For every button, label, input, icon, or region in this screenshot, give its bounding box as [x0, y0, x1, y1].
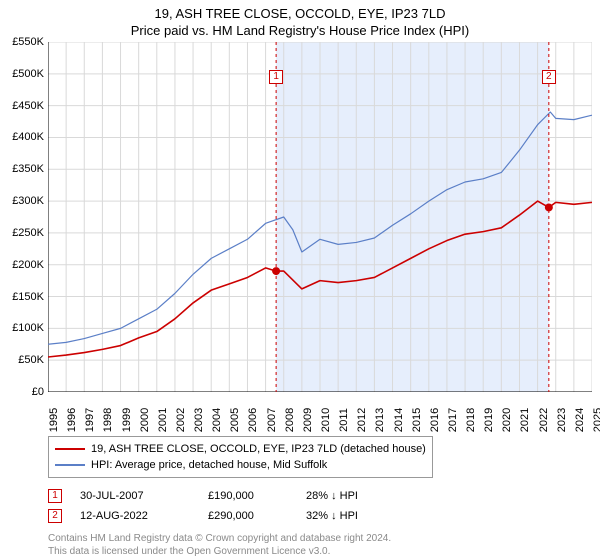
- footer: Contains HM Land Registry data © Crown c…: [48, 532, 592, 558]
- event-price: £190,000: [208, 486, 288, 506]
- event-price: £290,000: [208, 506, 288, 526]
- x-axis-label: 2018: [465, 408, 477, 432]
- event-delta: 32% ↓ HPI: [306, 506, 426, 526]
- event-delta: 28% ↓ HPI: [306, 486, 426, 506]
- x-axis-label: 2020: [501, 408, 513, 432]
- footer-line: This data is licensed under the Open Gov…: [48, 545, 592, 558]
- legend-swatch: [55, 464, 85, 466]
- x-axis-label: 2011: [338, 408, 350, 432]
- y-axis-label: £450K: [12, 100, 44, 112]
- y-axis-label: £50K: [18, 354, 44, 366]
- x-axis-label: 2022: [538, 408, 550, 432]
- x-axis-label: 2000: [139, 408, 151, 432]
- event-row: 1 30-JUL-2007 £190,000 28% ↓ HPI: [48, 486, 592, 506]
- x-axis-label: 1996: [66, 408, 78, 432]
- x-axis-label: 1997: [84, 408, 96, 432]
- x-axis-label: 2012: [356, 408, 368, 432]
- y-axis-label: £400K: [12, 131, 44, 143]
- x-axis-label: 1999: [121, 408, 133, 432]
- x-axis-label: 2002: [175, 408, 187, 432]
- x-axis-label: 2014: [393, 408, 405, 432]
- x-axis-label: 2007: [266, 408, 278, 432]
- x-axis-label: 2004: [211, 408, 223, 432]
- x-axis-label: 2021: [519, 408, 531, 432]
- x-axis-label: 2019: [483, 408, 495, 432]
- x-axis-label: 2005: [229, 408, 241, 432]
- x-axis-label: 2016: [429, 408, 441, 432]
- event-marker-box: 1: [269, 70, 283, 84]
- x-axis-label: 2015: [411, 408, 423, 432]
- event-marker-box: 2: [542, 70, 556, 84]
- y-axis-label: £150K: [12, 291, 44, 303]
- legend: 19, ASH TREE CLOSE, OCCOLD, EYE, IP23 7L…: [48, 436, 433, 478]
- x-axis-label: 2010: [320, 408, 332, 432]
- legend-item: HPI: Average price, detached house, Mid …: [55, 457, 426, 473]
- y-axis-label: £200K: [12, 259, 44, 271]
- y-axis-label: £550K: [12, 36, 44, 48]
- x-axis-label: 2017: [447, 408, 459, 432]
- event-date: 30-JUL-2007: [80, 486, 190, 506]
- page-subtitle: Price paid vs. HM Land Registry's House …: [0, 21, 600, 42]
- x-axis-label: 2009: [302, 408, 314, 432]
- legend-label: HPI: Average price, detached house, Mid …: [91, 457, 327, 473]
- x-axis-label: 2013: [374, 408, 386, 432]
- chart-area: 12£0£50K£100K£150K£200K£250K£300K£350K£4…: [48, 42, 592, 392]
- event-marker-icon: 1: [48, 489, 62, 503]
- y-axis-label: £500K: [12, 68, 44, 80]
- x-axis-label: 1998: [102, 408, 114, 432]
- legend-swatch: [55, 448, 85, 450]
- event-date: 12-AUG-2022: [80, 506, 190, 526]
- x-axis-label: 1995: [48, 408, 60, 432]
- x-axis-label: 2025: [592, 408, 600, 432]
- event-table: 1 30-JUL-2007 £190,000 28% ↓ HPI 2 12-AU…: [48, 486, 592, 526]
- x-axis-label: 2023: [556, 408, 568, 432]
- y-axis-label: £100K: [12, 322, 44, 334]
- y-axis-label: £0: [32, 386, 44, 398]
- x-axis-label: 2008: [284, 408, 296, 432]
- y-axis-label: £250K: [12, 227, 44, 239]
- footer-line: Contains HM Land Registry data © Crown c…: [48, 532, 592, 545]
- y-axis-label: £300K: [12, 195, 44, 207]
- legend-label: 19, ASH TREE CLOSE, OCCOLD, EYE, IP23 7L…: [91, 441, 426, 457]
- legend-item: 19, ASH TREE CLOSE, OCCOLD, EYE, IP23 7L…: [55, 441, 426, 457]
- page-title: 19, ASH TREE CLOSE, OCCOLD, EYE, IP23 7L…: [0, 0, 600, 21]
- price-chart: [48, 42, 592, 392]
- x-axis-label: 2003: [193, 408, 205, 432]
- y-axis-label: £350K: [12, 163, 44, 175]
- x-axis-label: 2001: [157, 408, 169, 432]
- x-axis-label: 2006: [247, 408, 259, 432]
- event-row: 2 12-AUG-2022 £290,000 32% ↓ HPI: [48, 506, 592, 526]
- event-marker-icon: 2: [48, 509, 62, 523]
- x-axis-label: 2024: [574, 408, 586, 432]
